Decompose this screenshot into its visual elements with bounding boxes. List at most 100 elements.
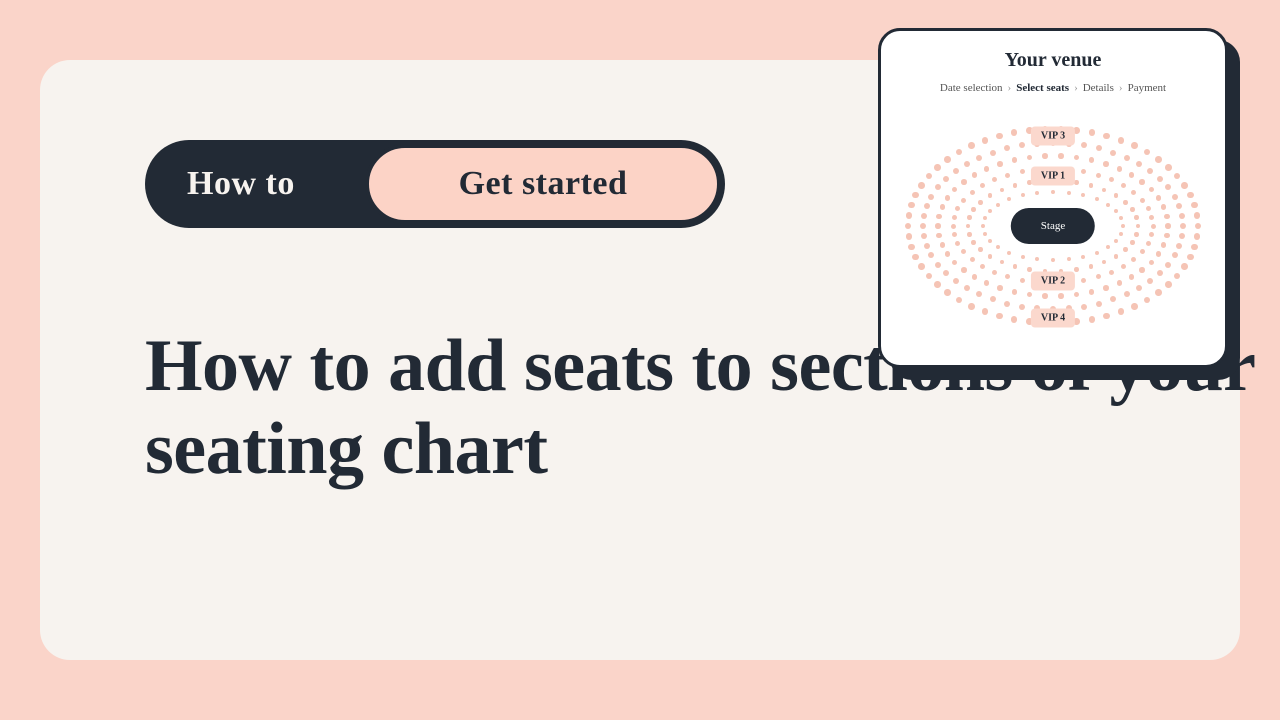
seat-dot[interactable] (990, 150, 996, 156)
seat-dot[interactable] (1149, 232, 1154, 237)
seat-dot[interactable] (940, 204, 946, 210)
seat-dot[interactable] (1114, 254, 1119, 259)
seat-dot[interactable] (1147, 278, 1153, 284)
seat-dot[interactable] (943, 270, 949, 276)
seat-dot[interactable] (1067, 257, 1071, 261)
seat-dot[interactable] (1109, 177, 1114, 182)
seat-dot[interactable] (997, 285, 1003, 291)
seat-dot[interactable] (988, 239, 992, 243)
seat-dot[interactable] (1130, 240, 1135, 245)
seat-dot[interactable] (1058, 293, 1064, 299)
seat-dot[interactable] (921, 233, 927, 239)
seat-dot[interactable] (1081, 278, 1086, 283)
seat-dot[interactable] (945, 251, 951, 257)
seat-dot[interactable] (1174, 273, 1181, 280)
seat-dot[interactable] (1007, 197, 1011, 201)
seat-dot[interactable] (1181, 263, 1188, 270)
seat-dot[interactable] (1011, 129, 1018, 136)
seat-dot[interactable] (1095, 251, 1099, 255)
seat-dot[interactable] (992, 270, 997, 275)
seat-dot[interactable] (1119, 232, 1123, 236)
seat-dot[interactable] (988, 193, 993, 198)
seat-dot[interactable] (936, 214, 942, 220)
seat-dot[interactable] (1007, 251, 1011, 255)
seat-dot[interactable] (1149, 187, 1155, 193)
seat-dot[interactable] (934, 164, 941, 171)
seat-dot[interactable] (1165, 223, 1171, 229)
seat-dot[interactable] (1095, 197, 1099, 201)
seat-dot[interactable] (1089, 264, 1094, 269)
seat-dot[interactable] (926, 273, 933, 280)
seat-dot[interactable] (1119, 216, 1123, 220)
seat-dot[interactable] (1117, 166, 1123, 172)
seat-dot[interactable] (961, 249, 966, 254)
seat-dot[interactable] (1194, 233, 1201, 240)
seat-dot[interactable] (990, 296, 996, 302)
seat-dot[interactable] (1081, 255, 1085, 259)
seat-dot[interactable] (1134, 232, 1139, 237)
seat-dot[interactable] (1124, 155, 1130, 161)
seat-dot[interactable] (1129, 274, 1135, 280)
seat-dot[interactable] (1118, 308, 1125, 315)
seat-dot[interactable] (951, 224, 956, 229)
seat-dot[interactable] (906, 212, 913, 219)
seat-dot[interactable] (1074, 155, 1080, 161)
seat-dot[interactable] (1172, 252, 1178, 258)
seat-dot[interactable] (935, 184, 941, 190)
seat-dot[interactable] (1179, 213, 1185, 219)
seat-dot[interactable] (1013, 183, 1018, 188)
seat-dot[interactable] (943, 176, 949, 182)
seat-dot[interactable] (1139, 179, 1145, 185)
seat-dot[interactable] (1114, 193, 1119, 198)
seat-dot[interactable] (956, 297, 963, 304)
seat-dot[interactable] (905, 223, 912, 230)
seat-dot[interactable] (1140, 198, 1145, 203)
seat-dot[interactable] (982, 137, 989, 144)
seat-dot[interactable] (1067, 191, 1071, 195)
seat-dot[interactable] (1102, 188, 1107, 193)
seat-dot[interactable] (921, 213, 927, 219)
seat-dot[interactable] (952, 260, 958, 266)
seat-dot[interactable] (1129, 172, 1135, 178)
seat-dot[interactable] (940, 242, 946, 248)
seat-dot[interactable] (920, 223, 926, 229)
seat-dot[interactable] (1123, 247, 1128, 252)
seat-dot[interactable] (1089, 183, 1094, 188)
seat-dot[interactable] (976, 155, 982, 161)
seat-dot[interactable] (936, 233, 942, 239)
seat-dot[interactable] (1121, 224, 1125, 228)
seat-dot[interactable] (1058, 153, 1064, 159)
seat-dot[interactable] (1121, 264, 1126, 269)
seat-dot[interactable] (1020, 278, 1025, 283)
seat-dot[interactable] (1096, 274, 1101, 279)
seat-dot[interactable] (1136, 285, 1142, 291)
seat-dot[interactable] (984, 166, 990, 172)
seat-dot[interactable] (1020, 169, 1025, 174)
seat-dot[interactable] (1109, 270, 1114, 275)
seat-dot[interactable] (1004, 145, 1010, 151)
seat-dot[interactable] (924, 243, 930, 249)
seat-dot[interactable] (1146, 241, 1151, 246)
seat-dot[interactable] (1165, 262, 1171, 268)
seat-dot[interactable] (924, 203, 930, 209)
seat-dot[interactable] (1096, 145, 1102, 151)
seat-dot[interactable] (1011, 316, 1018, 323)
seat-dot[interactable] (1123, 200, 1128, 205)
seat-dot[interactable] (1187, 192, 1194, 199)
seat-dot[interactable] (1074, 267, 1079, 272)
seat-dot[interactable] (976, 291, 982, 297)
seat-dot[interactable] (966, 224, 971, 229)
seat-dot[interactable] (1035, 191, 1039, 195)
seat-dot[interactable] (956, 149, 963, 156)
seat-dot[interactable] (1019, 304, 1025, 310)
seat-dot[interactable] (997, 161, 1003, 167)
seat-dot[interactable] (964, 285, 970, 291)
seat-dot[interactable] (978, 247, 983, 252)
seat-dot[interactable] (1106, 203, 1110, 207)
seat-dot[interactable] (1004, 301, 1010, 307)
seat-dot[interactable] (1161, 242, 1167, 248)
seat-dot[interactable] (1000, 260, 1005, 265)
breadcrumb-step[interactable]: Payment (1128, 82, 1167, 94)
seat-dot[interactable] (1147, 168, 1153, 174)
seat-dot[interactable] (1155, 156, 1162, 163)
